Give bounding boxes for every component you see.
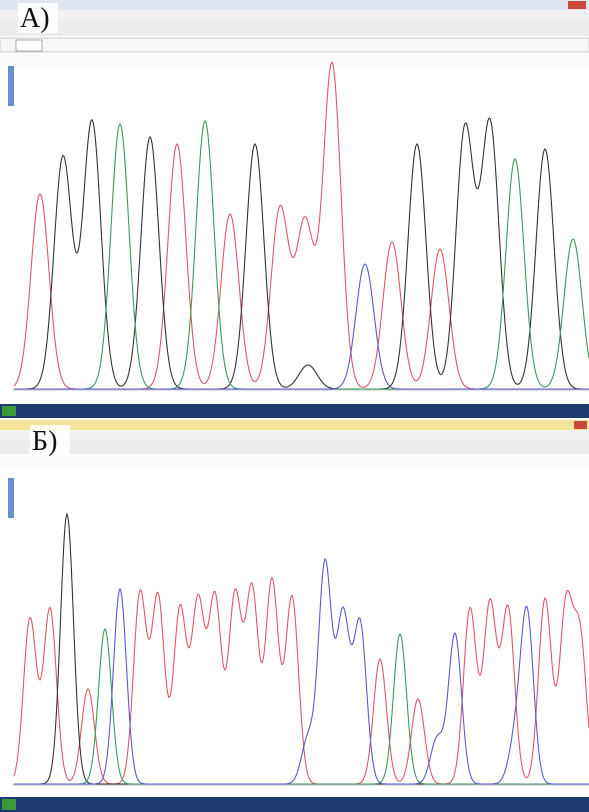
- close-button[interactable]: [574, 421, 587, 429]
- tab-bar: [0, 38, 589, 52]
- taskbar: [0, 797, 589, 812]
- title-bar: [0, 420, 589, 430]
- ruler: [0, 54, 589, 66]
- trace: [14, 578, 589, 784]
- ruler: [0, 456, 589, 468]
- window-a: [0, 0, 589, 418]
- taskbar: [0, 404, 589, 418]
- menu-bar: [0, 10, 589, 20]
- trace: [14, 121, 589, 389]
- start-button[interactable]: [2, 406, 16, 416]
- trace: [14, 629, 589, 784]
- trace: [14, 118, 589, 389]
- title-bar: [0, 0, 589, 10]
- panel-label: А): [20, 3, 50, 34]
- trace: [14, 514, 589, 784]
- side-tool: [8, 66, 14, 106]
- page: А) Б) (() => { const data = JSON.parse(d…: [0, 0, 589, 812]
- menu-bar: [0, 430, 589, 440]
- tab[interactable]: [16, 40, 42, 51]
- panel-label: Б): [32, 426, 57, 457]
- trace: [14, 62, 589, 389]
- close-button[interactable]: [568, 1, 586, 9]
- toolbar: [0, 20, 589, 36]
- side-tool: [8, 478, 14, 518]
- toolbar: [0, 440, 589, 454]
- start-button[interactable]: [2, 799, 16, 810]
- screenshot: А) Б): [0, 0, 589, 812]
